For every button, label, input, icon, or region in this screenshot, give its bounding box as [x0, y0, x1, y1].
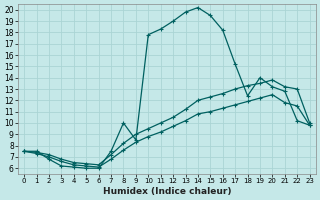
X-axis label: Humidex (Indice chaleur): Humidex (Indice chaleur) — [103, 187, 231, 196]
